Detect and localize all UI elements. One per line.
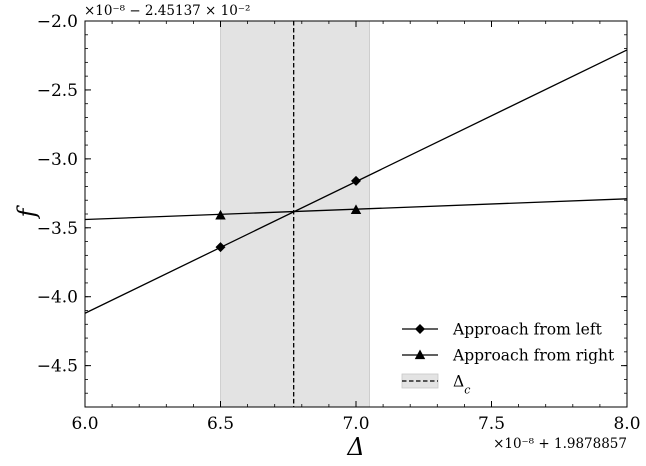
y-tick-label: −4.5: [37, 357, 78, 377]
left-point-1: [215, 242, 226, 253]
x-offset-label: ×10⁻⁸ + 1.9878857: [493, 436, 627, 452]
y-tick-label: −3.5: [37, 219, 78, 239]
y-axis-label: f: [13, 204, 41, 219]
x-tick-label: 6.0: [71, 414, 98, 434]
x-tick-label: 7.5: [478, 414, 505, 434]
y-tick-label: −3.0: [37, 150, 78, 170]
left-point-2: [351, 175, 361, 186]
legend: Approach from left Approach from right Δc: [401, 321, 615, 397]
legend-marker-left: [415, 324, 425, 334]
y-tick-label: −2.5: [37, 81, 78, 101]
legend-marker-right: [414, 349, 426, 360]
legend-label-right: Approach from right: [452, 347, 615, 365]
x-tick-label: 6.5: [207, 414, 234, 434]
x-tick-label: 7.0: [342, 414, 369, 434]
legend-label-left: Approach from left: [452, 321, 603, 339]
x-tick-label: 8.0: [613, 414, 640, 434]
legend-label-critical: Δc: [453, 373, 470, 397]
y-tick-label: −2.0: [37, 12, 78, 32]
right-point-2: [350, 204, 362, 214]
y-tick-label: −4.0: [37, 288, 78, 308]
y-offset-label: ×10⁻⁸ − 2.45137 × 10⁻²: [84, 3, 250, 19]
x-axis-label: Δ: [346, 433, 364, 461]
right-point-1: [215, 209, 226, 220]
